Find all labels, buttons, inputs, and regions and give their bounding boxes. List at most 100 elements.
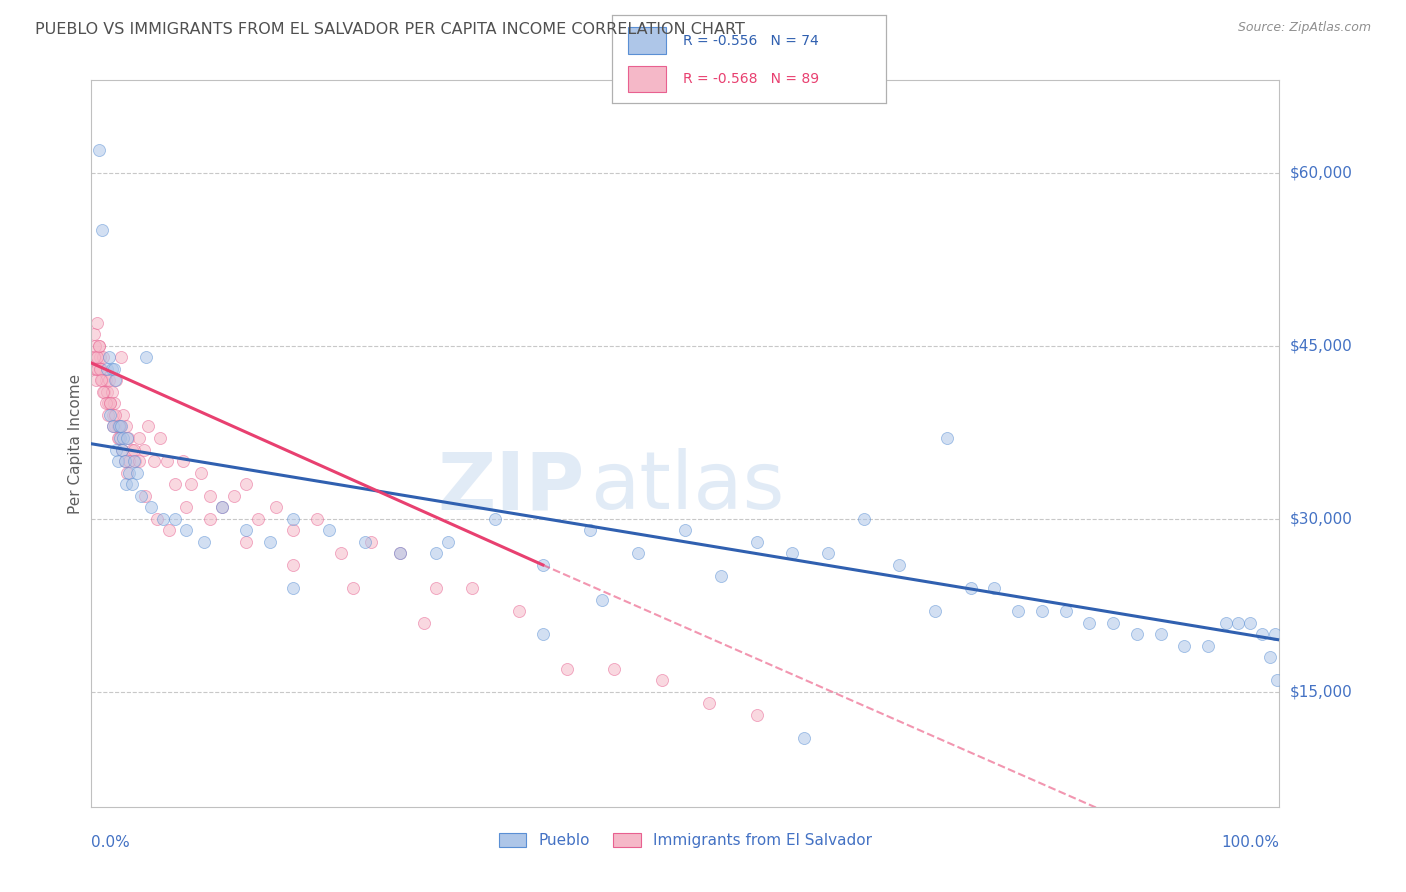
Point xyxy=(125,466,148,480)
Point xyxy=(91,350,114,364)
Point xyxy=(98,373,121,387)
Point xyxy=(1149,627,1171,641)
Point xyxy=(86,316,108,330)
Point xyxy=(983,581,1005,595)
Point xyxy=(318,524,340,538)
Point xyxy=(176,500,198,515)
Point xyxy=(484,512,506,526)
Point xyxy=(90,361,112,376)
Point xyxy=(100,396,122,410)
Point xyxy=(84,350,107,364)
Point xyxy=(149,431,172,445)
Point xyxy=(156,454,179,468)
Point xyxy=(353,534,375,549)
Point xyxy=(107,454,129,468)
Point xyxy=(1173,639,1195,653)
Point xyxy=(222,489,245,503)
Point xyxy=(107,419,129,434)
Point xyxy=(138,419,160,434)
Point xyxy=(1031,604,1053,618)
Point xyxy=(115,477,138,491)
Point xyxy=(89,350,111,364)
Point xyxy=(128,431,150,445)
Point xyxy=(89,361,111,376)
Bar xyxy=(628,66,666,92)
Point xyxy=(122,454,145,468)
Point xyxy=(122,442,145,457)
Text: $60,000: $60,000 xyxy=(1289,165,1353,180)
Point xyxy=(591,592,613,607)
Point xyxy=(389,546,412,560)
Point xyxy=(84,373,107,387)
Point xyxy=(579,524,602,538)
Point xyxy=(460,581,482,595)
Point xyxy=(114,454,136,468)
Point xyxy=(180,477,202,491)
Point xyxy=(651,673,673,688)
Point xyxy=(143,454,166,468)
Point xyxy=(235,524,257,538)
Point xyxy=(91,223,114,237)
Point xyxy=(97,396,120,410)
Point xyxy=(329,546,352,560)
Point xyxy=(91,384,114,399)
Point xyxy=(111,442,134,457)
Legend: Pueblo, Immigrants from El Salvador: Pueblo, Immigrants from El Salvador xyxy=(494,827,877,855)
Point xyxy=(342,581,364,595)
Y-axis label: Per Capita Income: Per Capita Income xyxy=(67,374,83,514)
Point xyxy=(107,419,129,434)
Point xyxy=(112,408,135,422)
Point xyxy=(190,466,212,480)
Point xyxy=(118,454,141,468)
Point xyxy=(135,350,157,364)
Point xyxy=(121,442,143,457)
Point xyxy=(108,431,131,445)
Point xyxy=(104,419,127,434)
Text: R = -0.568   N = 89: R = -0.568 N = 89 xyxy=(683,72,820,86)
Point xyxy=(745,534,768,549)
Point xyxy=(86,350,108,364)
Point xyxy=(1197,639,1219,653)
Point xyxy=(108,419,131,434)
Point xyxy=(1258,650,1281,665)
Point xyxy=(1264,627,1286,641)
Point xyxy=(87,339,110,353)
Point xyxy=(104,408,127,422)
Point xyxy=(200,512,222,526)
Point xyxy=(84,361,107,376)
Point xyxy=(1226,615,1249,630)
Point xyxy=(118,466,141,480)
Point xyxy=(852,512,875,526)
Point xyxy=(86,361,108,376)
Point xyxy=(508,604,530,618)
Point xyxy=(110,350,132,364)
Point xyxy=(132,442,155,457)
Point xyxy=(101,419,124,434)
Point xyxy=(93,384,115,399)
Point xyxy=(94,373,117,387)
Point xyxy=(84,339,107,353)
Point xyxy=(283,558,305,572)
Point xyxy=(121,477,143,491)
Point xyxy=(283,524,305,538)
Point xyxy=(959,581,981,595)
Point xyxy=(793,731,815,745)
Point xyxy=(176,524,198,538)
Point xyxy=(145,512,167,526)
Point xyxy=(246,512,269,526)
Point xyxy=(110,419,132,434)
Point xyxy=(100,361,122,376)
Point xyxy=(924,604,946,618)
Point xyxy=(1102,615,1125,630)
Point xyxy=(235,534,257,549)
Point xyxy=(259,534,281,549)
Point xyxy=(100,396,122,410)
Point xyxy=(112,431,135,445)
Point xyxy=(200,489,222,503)
Point xyxy=(128,454,150,468)
Point xyxy=(163,512,186,526)
Point xyxy=(264,500,287,515)
Point xyxy=(817,546,839,560)
Point xyxy=(172,454,194,468)
Point xyxy=(413,615,436,630)
